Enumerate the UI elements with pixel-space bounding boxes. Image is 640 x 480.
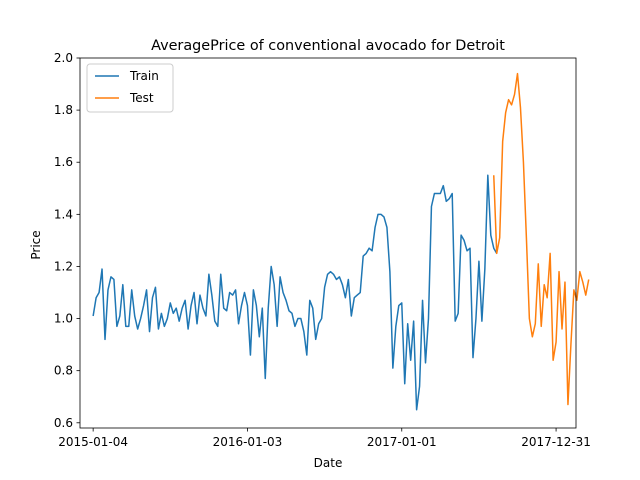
x-tick-label: 2017-12-31 — [521, 435, 591, 449]
series-line-train — [92, 174, 498, 411]
y-tick-label: 1.4 — [54, 207, 73, 221]
x-tick-label: 2017-01-01 — [367, 435, 437, 449]
y-tick-label: 1.8 — [54, 103, 73, 117]
plot-area — [92, 72, 590, 411]
x-tick-label: 2016-01-03 — [213, 435, 283, 449]
legend-label-test: Test — [129, 91, 154, 105]
y-tick-label: 0.6 — [54, 416, 73, 430]
legend-label-train: Train — [129, 69, 159, 83]
axes-frame — [79, 57, 577, 429]
x-tick-label: 2015-01-04 — [58, 435, 128, 449]
y-tick-label: 2.0 — [54, 51, 73, 65]
y-tick-label: 1.2 — [54, 259, 73, 273]
y-tick-label: 1.0 — [54, 312, 73, 326]
x-axis-title: Date — [314, 456, 343, 470]
series-line-test — [493, 72, 590, 406]
y-tick-label: 1.6 — [54, 155, 73, 169]
legend: Train Test — [86, 63, 174, 113]
y-axis-title: Price — [29, 230, 43, 259]
y-tick-label: 0.8 — [54, 364, 73, 378]
chart-title: AveragePrice of conventional avocado for… — [151, 38, 505, 54]
axes: 0.6 0.8 1.0 1.2 1.4 1.6 1.8 2.0 2015-01-04 2016-0… — [54, 51, 591, 449]
